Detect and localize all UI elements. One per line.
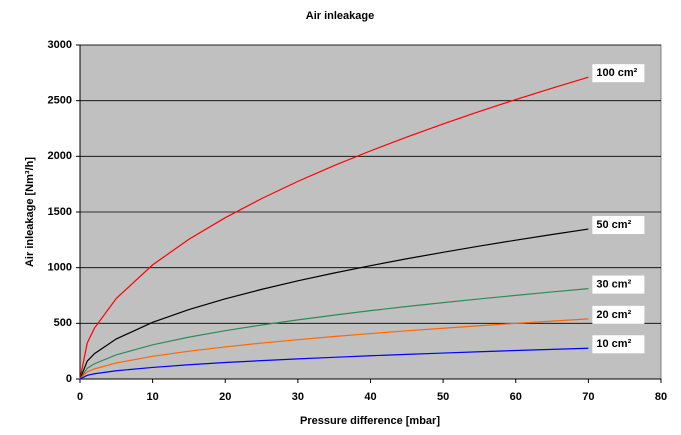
y-tick-label: 500 [54,317,72,329]
x-tick-label: 50 [437,391,449,403]
y-tick-label: 2000 [48,150,72,162]
series-line [79,76,589,380]
series-line [79,228,589,380]
y-tick-label: 3000 [48,39,72,51]
y-tick-label: 1500 [48,206,72,218]
series-label-box [592,64,645,83]
x-tick-label: 70 [582,391,594,403]
series-label-box [592,305,645,324]
series-label-box [592,216,645,235]
y-tick-label: 1000 [48,262,72,274]
x-tick-label: 80 [655,391,667,403]
series-label: 20 cm² [596,309,631,321]
x-tick-label: 10 [147,391,159,403]
x-tick-label: 0 [77,391,83,403]
chart-title: Air inleakage [306,10,374,22]
y-axis-label: Air inleakage [Nm³/h] [24,157,36,267]
x-axis-label: Pressure difference [mbar] [300,415,440,427]
series-line [79,287,589,380]
series-label-box [592,275,645,294]
series-line [79,318,589,380]
series-label: 50 cm² [596,219,631,231]
y-tick-label: 0 [66,373,72,385]
x-tick-label: 40 [364,391,376,403]
x-tick-label: 20 [219,391,231,403]
series-label: 100 cm² [596,67,637,79]
x-tick-label: 30 [292,391,304,403]
series-label-box [592,335,645,354]
series-label: 10 cm² [596,338,631,350]
series-line [79,347,589,380]
x-tick-label: 60 [510,391,522,403]
series-label: 30 cm² [596,279,631,291]
y-tick-label: 2500 [48,95,72,107]
